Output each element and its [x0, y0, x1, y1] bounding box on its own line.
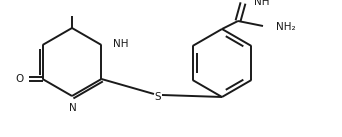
- Text: NH₂: NH₂: [276, 22, 295, 32]
- Text: NH: NH: [254, 0, 269, 7]
- Text: N: N: [69, 103, 77, 113]
- Text: S: S: [155, 92, 161, 102]
- Text: O: O: [15, 74, 24, 84]
- Text: NH: NH: [114, 39, 129, 49]
